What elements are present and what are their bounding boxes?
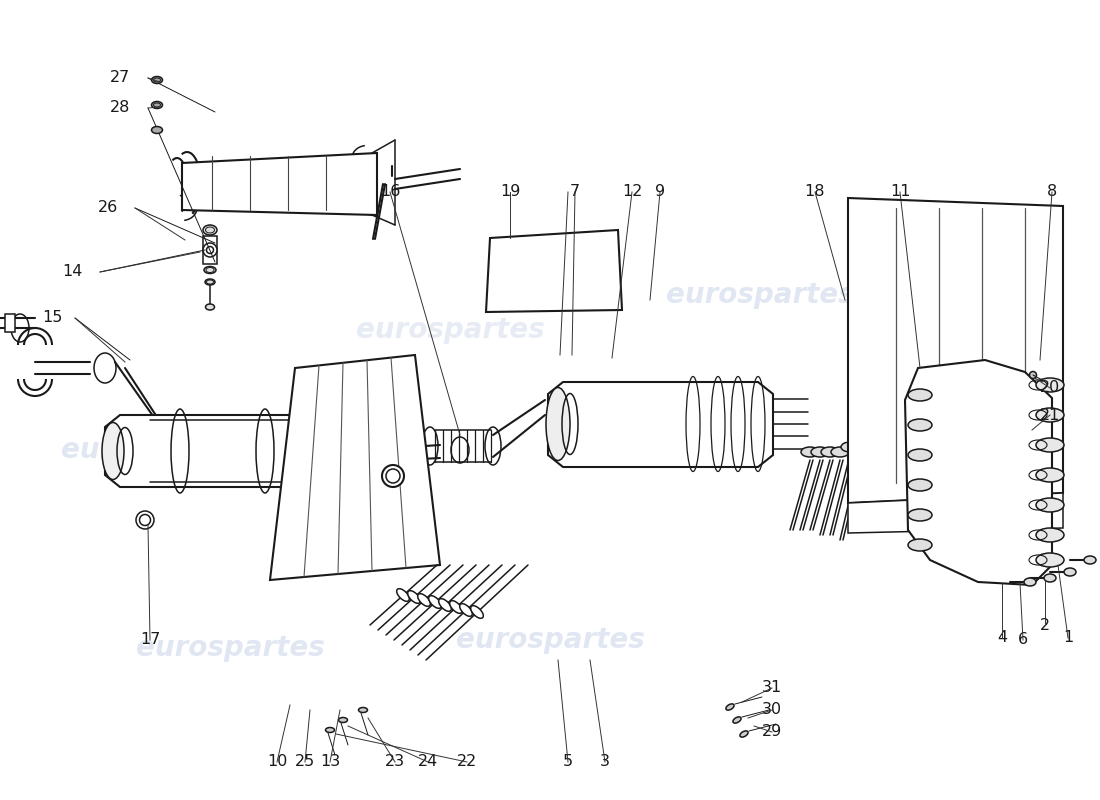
Text: 15: 15 [42, 310, 63, 326]
Text: 5: 5 [563, 754, 573, 770]
Ellipse shape [1084, 556, 1096, 564]
Ellipse shape [152, 102, 163, 109]
Text: 6: 6 [1018, 633, 1028, 647]
Ellipse shape [204, 266, 216, 274]
Text: 26: 26 [98, 201, 118, 215]
Polygon shape [905, 360, 1052, 585]
Ellipse shape [439, 598, 451, 611]
Ellipse shape [326, 727, 334, 733]
Ellipse shape [94, 353, 115, 383]
Ellipse shape [908, 449, 932, 461]
Ellipse shape [1036, 553, 1064, 567]
Polygon shape [548, 382, 773, 467]
Text: 21: 21 [1040, 407, 1060, 422]
Text: eurospartes: eurospartes [455, 626, 645, 654]
Polygon shape [486, 230, 621, 312]
Polygon shape [182, 153, 377, 215]
Ellipse shape [830, 447, 849, 457]
Text: 9: 9 [654, 185, 666, 199]
Text: 8: 8 [1047, 185, 1057, 199]
Ellipse shape [339, 718, 348, 722]
Text: 25: 25 [295, 754, 315, 770]
Ellipse shape [152, 126, 163, 134]
Ellipse shape [908, 479, 932, 491]
Text: 31: 31 [762, 681, 782, 695]
Polygon shape [204, 236, 217, 264]
Text: 12: 12 [621, 185, 642, 199]
Ellipse shape [471, 606, 483, 618]
Ellipse shape [1036, 378, 1064, 392]
Text: 17: 17 [140, 633, 161, 647]
Text: 23: 23 [385, 754, 405, 770]
Ellipse shape [450, 601, 462, 614]
Polygon shape [270, 355, 440, 580]
Ellipse shape [205, 279, 214, 285]
Text: 20: 20 [1040, 381, 1060, 395]
Text: 14: 14 [62, 265, 82, 279]
Ellipse shape [204, 243, 217, 257]
Ellipse shape [408, 590, 420, 603]
Polygon shape [848, 198, 1063, 503]
Text: 2: 2 [1040, 618, 1050, 633]
Text: eurospartes: eurospartes [666, 281, 855, 309]
Ellipse shape [733, 717, 741, 723]
Ellipse shape [821, 447, 839, 457]
Ellipse shape [460, 604, 472, 616]
Text: eurospartes: eurospartes [60, 436, 250, 464]
Text: 13: 13 [320, 754, 340, 770]
Text: 19: 19 [499, 185, 520, 199]
Ellipse shape [740, 731, 748, 737]
Ellipse shape [726, 704, 734, 710]
Ellipse shape [1030, 371, 1036, 378]
Ellipse shape [1064, 568, 1076, 576]
Ellipse shape [359, 707, 367, 713]
Text: 18: 18 [805, 185, 825, 199]
Ellipse shape [842, 442, 859, 452]
Text: 3: 3 [600, 754, 610, 770]
Ellipse shape [136, 511, 154, 529]
Ellipse shape [546, 387, 570, 461]
Text: 4: 4 [997, 630, 1008, 646]
Ellipse shape [418, 594, 430, 606]
Ellipse shape [429, 596, 441, 608]
Ellipse shape [851, 442, 869, 452]
Polygon shape [848, 493, 1063, 533]
Ellipse shape [1044, 574, 1056, 582]
Text: 24: 24 [418, 754, 438, 770]
Ellipse shape [908, 389, 932, 401]
Text: eurospartes: eurospartes [135, 634, 324, 662]
Ellipse shape [204, 225, 217, 235]
Ellipse shape [346, 422, 368, 479]
Ellipse shape [1036, 408, 1064, 422]
Text: 30: 30 [762, 702, 782, 718]
Text: eurospartes: eurospartes [355, 316, 544, 344]
Polygon shape [6, 314, 15, 332]
Text: 10: 10 [267, 754, 287, 770]
Ellipse shape [908, 539, 932, 551]
Polygon shape [104, 415, 365, 487]
Ellipse shape [102, 422, 124, 479]
Ellipse shape [1036, 498, 1064, 512]
Text: 1: 1 [1063, 630, 1074, 646]
Ellipse shape [382, 465, 404, 487]
Ellipse shape [801, 447, 820, 457]
Text: 16: 16 [379, 185, 400, 199]
Ellipse shape [908, 419, 932, 431]
Ellipse shape [1024, 578, 1036, 586]
Ellipse shape [1036, 528, 1064, 542]
Ellipse shape [397, 589, 409, 602]
Text: 11: 11 [890, 185, 911, 199]
Ellipse shape [152, 77, 163, 83]
Ellipse shape [1036, 468, 1064, 482]
Ellipse shape [1036, 438, 1064, 452]
Ellipse shape [811, 447, 829, 457]
Text: 22: 22 [456, 754, 477, 770]
Text: 27: 27 [110, 70, 130, 86]
Text: 28: 28 [110, 101, 130, 115]
Ellipse shape [908, 509, 932, 521]
Text: 7: 7 [570, 185, 580, 199]
Text: 29: 29 [762, 725, 782, 739]
Ellipse shape [206, 304, 214, 310]
